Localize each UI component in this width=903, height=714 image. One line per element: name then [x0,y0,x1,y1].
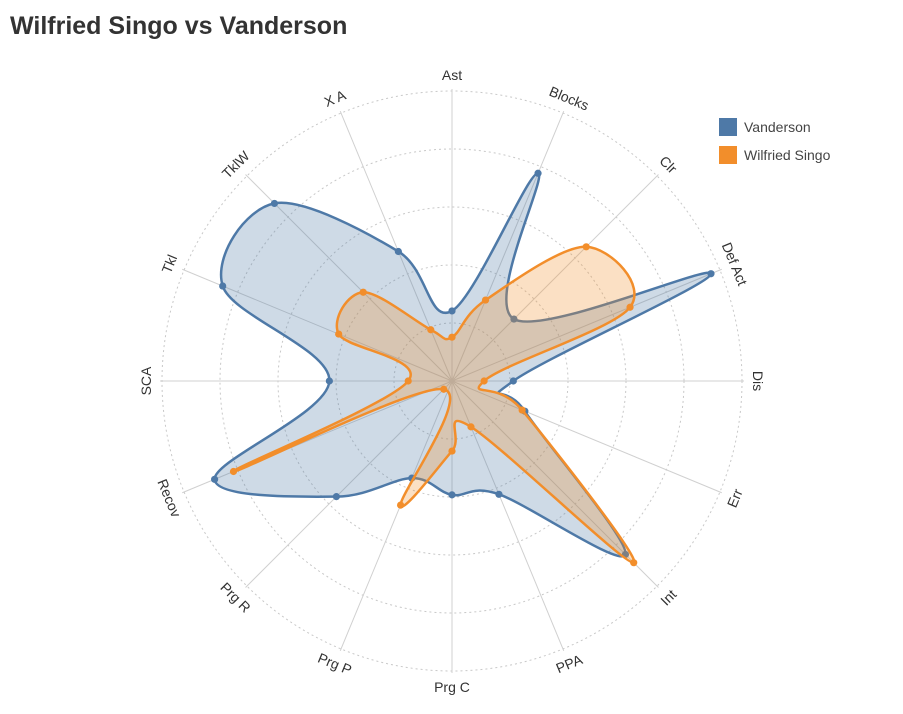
point-vanderson-recov[interactable] [210,475,219,483]
point-vanderson-def-act[interactable] [707,270,715,278]
axis-label-err: Err [724,486,746,510]
point-wilfried-singo-blocks[interactable] [481,296,490,304]
spoke-prg-p [339,380,453,651]
axis-label-tkl: Tkl [158,252,180,275]
point-wilfried-singo-ppa[interactable] [467,423,475,431]
point-wilfried-singo-prg-p[interactable] [396,501,405,509]
point-wilfried-singo-recov[interactable] [229,467,238,476]
point-vanderson-tkl[interactable] [219,282,227,290]
point-vanderson-ppa[interactable] [495,490,503,498]
spoke-err [451,380,722,494]
point-wilfried-singo-ast[interactable] [448,333,456,341]
point-vanderson-clr[interactable] [510,315,518,323]
legend-label-wilfried-singo: Wilfried Singo [744,147,831,163]
spoke-prg-r [245,380,453,588]
series-area-vanderson [213,172,713,558]
point-wilfried-singo-clr[interactable] [582,243,590,251]
chart-title: Wilfried Singo vs Vanderson [10,12,348,40]
axis-label-clr: Clr [656,153,680,177]
axis-label-blocks: Blocks [547,83,591,114]
point-vanderson-dis[interactable] [509,377,517,385]
point-wilfried-singo-tklw[interactable] [359,288,367,296]
axis-label-dis: Dis [750,371,766,391]
axis-label-sca: SCA [138,366,154,395]
point-wilfried-singo-prg-c[interactable] [448,447,456,455]
axis-label-ast: Ast [442,67,462,83]
point-wilfried-singo-sca[interactable] [404,377,412,385]
series-vanderson [210,169,715,559]
point-wilfried-singo-tkl[interactable] [335,330,343,338]
axis-label-prg-c: Prg C [434,679,470,695]
legend-item-wilfried-singo[interactable]: Wilfried Singo [719,141,830,169]
point-vanderson-ast[interactable] [448,307,456,315]
spoke-recov [182,380,453,494]
legend-item-vanderson[interactable]: Vanderson [719,113,830,141]
series-wilfried-singo [229,243,638,567]
spoke-clr [451,174,659,382]
point-wilfried-singo-def-act[interactable] [626,303,634,311]
axis-label-def-act: Def Act [719,240,751,288]
spoke-def-act [451,268,722,382]
point-vanderson-prg-r[interactable] [332,493,340,501]
spoke-x-a [339,111,453,382]
point-vanderson-prg-c[interactable] [448,491,456,499]
point-vanderson-x-a[interactable] [394,247,402,256]
radar-series [210,169,715,567]
point-vanderson-tklw[interactable] [270,199,279,208]
point-wilfried-singo-prg-r[interactable] [440,385,448,393]
spoke-tklw [245,174,453,382]
spoke-blocks [451,111,565,382]
spoke-tkl [182,268,453,382]
legend-swatch-vanderson [719,118,737,136]
point-vanderson-blocks[interactable] [534,169,542,177]
axis-label-int: Int [657,586,679,608]
point-wilfried-singo-int[interactable] [630,559,638,567]
axis-label-ppa: PPA [554,651,586,676]
axis-label-recov: Recov [154,477,184,520]
legend-swatch-wilfried-singo [719,146,737,164]
point-vanderson-sca[interactable] [325,377,333,385]
point-wilfried-singo-dis[interactable] [480,377,488,385]
axis-label-prg-p: Prg P [316,650,354,678]
point-wilfried-singo-err[interactable] [518,406,526,414]
legend-label-vanderson: Vanderson [744,119,811,135]
legend: Vanderson Wilfried Singo [719,113,830,169]
point-wilfried-singo-x-a[interactable] [427,326,435,334]
axis-label-x-a: X A [322,86,349,109]
